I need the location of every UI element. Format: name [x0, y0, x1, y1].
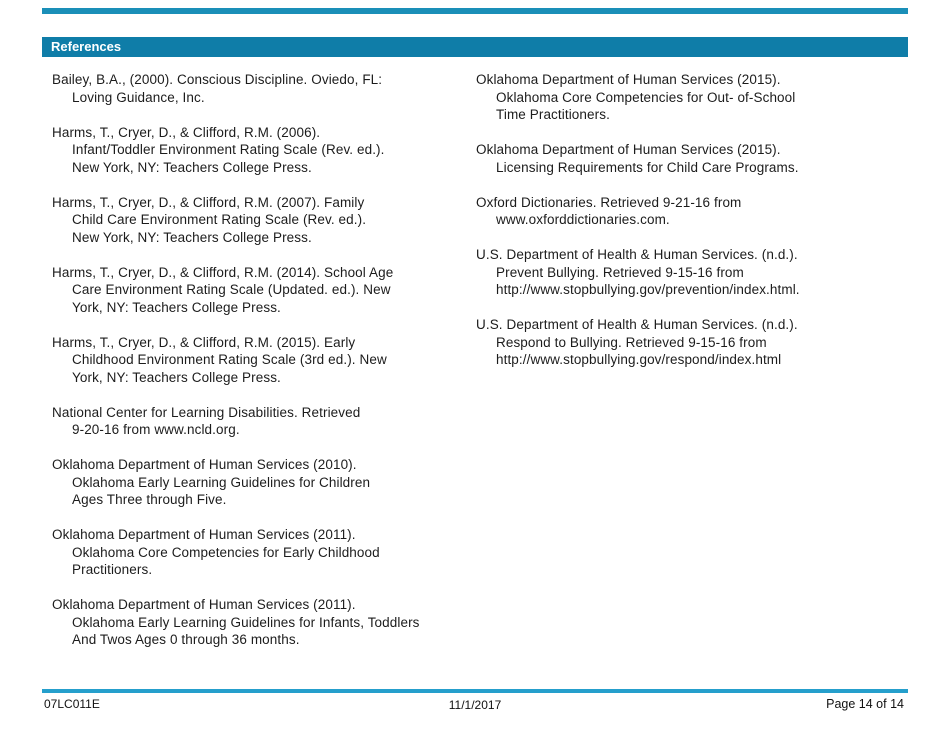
reference-entry: Bailey, B.A., (2000). Conscious Discipli… [52, 72, 383, 105]
reference-entry: Oklahoma Department of Human Services (2… [476, 72, 796, 122]
reference-entry: National Center for Learning Disabilitie… [52, 404, 361, 438]
top-accent-strip [42, 8, 908, 14]
reference-columns: Bailey, B.A., (2000). Conscious Discipli… [42, 71, 908, 666]
reference-entry: Oxford Dictionaries. Retrieved 9-21-16 f… [476, 194, 742, 228]
reference-entry: Oklahoma Department of Human Services (2… [52, 597, 420, 647]
reference-entry: Harms, T., Cryer, D., & Clifford, R.M. (… [52, 264, 394, 315]
footer-accent-strip [42, 689, 908, 693]
reference-entry: Harms, T., Cryer, D., & Clifford, R.M. (… [52, 124, 385, 175]
references-header: References [42, 37, 908, 57]
footer-date: 11/1/2017 [448, 698, 502, 712]
section-title: References [51, 39, 122, 54]
reference-entry: Oklahoma Department of Human Services (2… [52, 527, 380, 577]
document-id: 07LC011E [44, 697, 100, 711]
references-right-column: Oklahoma Department of Human Services (2… [466, 71, 908, 386]
reference-entry: Oklahoma Department of Human Services (2… [476, 142, 799, 175]
reference-entry: Oklahoma Department of Human Services (2… [52, 457, 371, 507]
reference-entry: Harms, T., Cryer, D., & Clifford, R.M. (… [52, 194, 367, 245]
page-number: Page 14 of 14 [826, 697, 904, 711]
page-footer: 07LC011E 11/1/2017 Page 14 of 14 [42, 697, 908, 713]
reference-entry: U.S. Department of Health & Human Servic… [476, 247, 800, 297]
references-left-column: Bailey, B.A., (2000). Conscious Discipli… [42, 71, 466, 666]
reference-entry: U.S. Department of Health & Human Servic… [476, 317, 798, 367]
reference-entry: Harms, T., Cryer, D., & Clifford, R.M. (… [52, 334, 387, 385]
